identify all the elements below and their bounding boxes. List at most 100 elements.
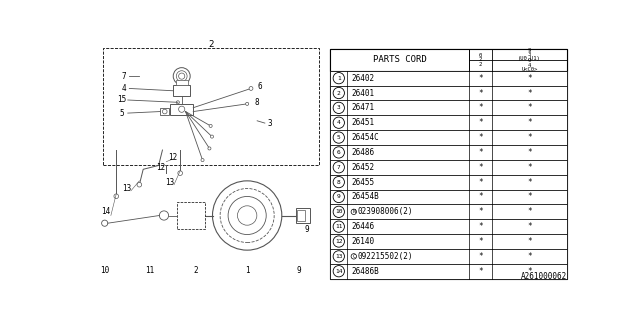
Bar — [330, 264, 568, 279]
Text: 26486: 26486 — [351, 148, 374, 157]
Circle shape — [180, 205, 202, 226]
Circle shape — [228, 196, 266, 235]
Text: 1: 1 — [337, 76, 340, 81]
Text: 2: 2 — [337, 91, 340, 95]
Text: A261000062: A261000062 — [520, 272, 566, 281]
Text: *: * — [478, 103, 483, 112]
Text: *: * — [527, 222, 532, 231]
Text: *: * — [478, 148, 483, 157]
Circle shape — [102, 220, 108, 226]
Text: 9
4
U<C0>: 9 4 U<C0> — [522, 59, 538, 72]
Bar — [330, 175, 568, 189]
Text: *: * — [478, 252, 483, 261]
Text: 4: 4 — [337, 120, 340, 125]
Bar — [330, 100, 568, 115]
Bar — [330, 85, 568, 100]
Text: 12: 12 — [168, 153, 177, 162]
Text: 11: 11 — [335, 224, 342, 229]
Bar — [103, 48, 319, 165]
Circle shape — [159, 211, 168, 220]
Circle shape — [333, 147, 344, 158]
Text: 2: 2 — [208, 40, 214, 49]
Text: 26486B: 26486B — [351, 267, 379, 276]
Text: *: * — [527, 178, 532, 187]
Text: C: C — [353, 254, 355, 259]
Circle shape — [333, 206, 344, 218]
Circle shape — [208, 147, 211, 150]
Circle shape — [176, 101, 179, 104]
Circle shape — [333, 266, 344, 277]
Circle shape — [246, 102, 249, 105]
Text: 26452: 26452 — [351, 163, 374, 172]
Text: 12: 12 — [335, 239, 342, 244]
Text: 9
3
(U0,U1): 9 3 (U0,U1) — [518, 48, 541, 61]
Circle shape — [333, 251, 344, 262]
Text: 5: 5 — [337, 135, 340, 140]
Bar — [170, 104, 193, 116]
Bar — [330, 130, 568, 145]
Circle shape — [209, 124, 212, 127]
Circle shape — [333, 191, 344, 203]
Bar — [330, 249, 568, 264]
Text: 14: 14 — [102, 207, 111, 216]
Circle shape — [173, 68, 190, 84]
Text: 8: 8 — [255, 98, 259, 107]
Text: *: * — [527, 237, 532, 246]
Bar — [330, 145, 568, 160]
Text: 26471: 26471 — [351, 103, 374, 112]
Text: 13: 13 — [166, 178, 175, 187]
Bar — [330, 204, 568, 219]
Text: 26454C: 26454C — [351, 133, 379, 142]
Text: *: * — [527, 207, 532, 216]
Text: 26451: 26451 — [351, 118, 374, 127]
Circle shape — [211, 135, 214, 138]
Circle shape — [201, 158, 204, 162]
Text: 11: 11 — [145, 267, 154, 276]
Text: *: * — [478, 192, 483, 202]
Text: *: * — [527, 267, 532, 276]
Circle shape — [333, 176, 344, 188]
Bar — [330, 49, 568, 279]
Text: 1: 1 — [245, 267, 250, 276]
Text: 5: 5 — [119, 108, 124, 117]
Text: *: * — [478, 207, 483, 216]
Text: 26454B: 26454B — [351, 192, 379, 202]
Text: *: * — [527, 252, 532, 261]
Text: *: * — [527, 148, 532, 157]
Text: 0
2
2: 0 2 2 — [479, 53, 482, 67]
Text: *: * — [478, 237, 483, 246]
Circle shape — [137, 182, 141, 187]
Text: 15: 15 — [117, 95, 126, 105]
Circle shape — [351, 254, 356, 259]
Circle shape — [333, 102, 344, 114]
Circle shape — [176, 71, 187, 82]
Text: 9: 9 — [337, 195, 340, 199]
Circle shape — [333, 221, 344, 232]
Text: N: N — [353, 209, 355, 214]
Text: 26401: 26401 — [351, 89, 374, 98]
Text: *: * — [527, 89, 532, 98]
Circle shape — [333, 73, 344, 84]
Text: 4: 4 — [122, 84, 126, 93]
Circle shape — [333, 162, 344, 173]
Text: 26140: 26140 — [351, 237, 374, 246]
Text: *: * — [478, 178, 483, 187]
Text: 6: 6 — [337, 150, 340, 155]
Text: *: * — [527, 103, 532, 112]
Bar — [177, 202, 205, 229]
Text: 12: 12 — [156, 163, 166, 172]
Circle shape — [351, 209, 356, 214]
Text: 26402: 26402 — [351, 74, 374, 83]
Circle shape — [178, 171, 182, 175]
Text: 13: 13 — [122, 184, 131, 193]
Text: 26455: 26455 — [351, 178, 374, 187]
Bar — [330, 49, 568, 71]
Text: 3: 3 — [337, 105, 340, 110]
Circle shape — [237, 206, 257, 225]
Text: 6: 6 — [258, 82, 262, 91]
Circle shape — [333, 87, 344, 99]
Text: *: * — [527, 163, 532, 172]
Bar — [330, 115, 568, 130]
Bar — [330, 71, 568, 85]
Text: 7: 7 — [337, 165, 340, 170]
